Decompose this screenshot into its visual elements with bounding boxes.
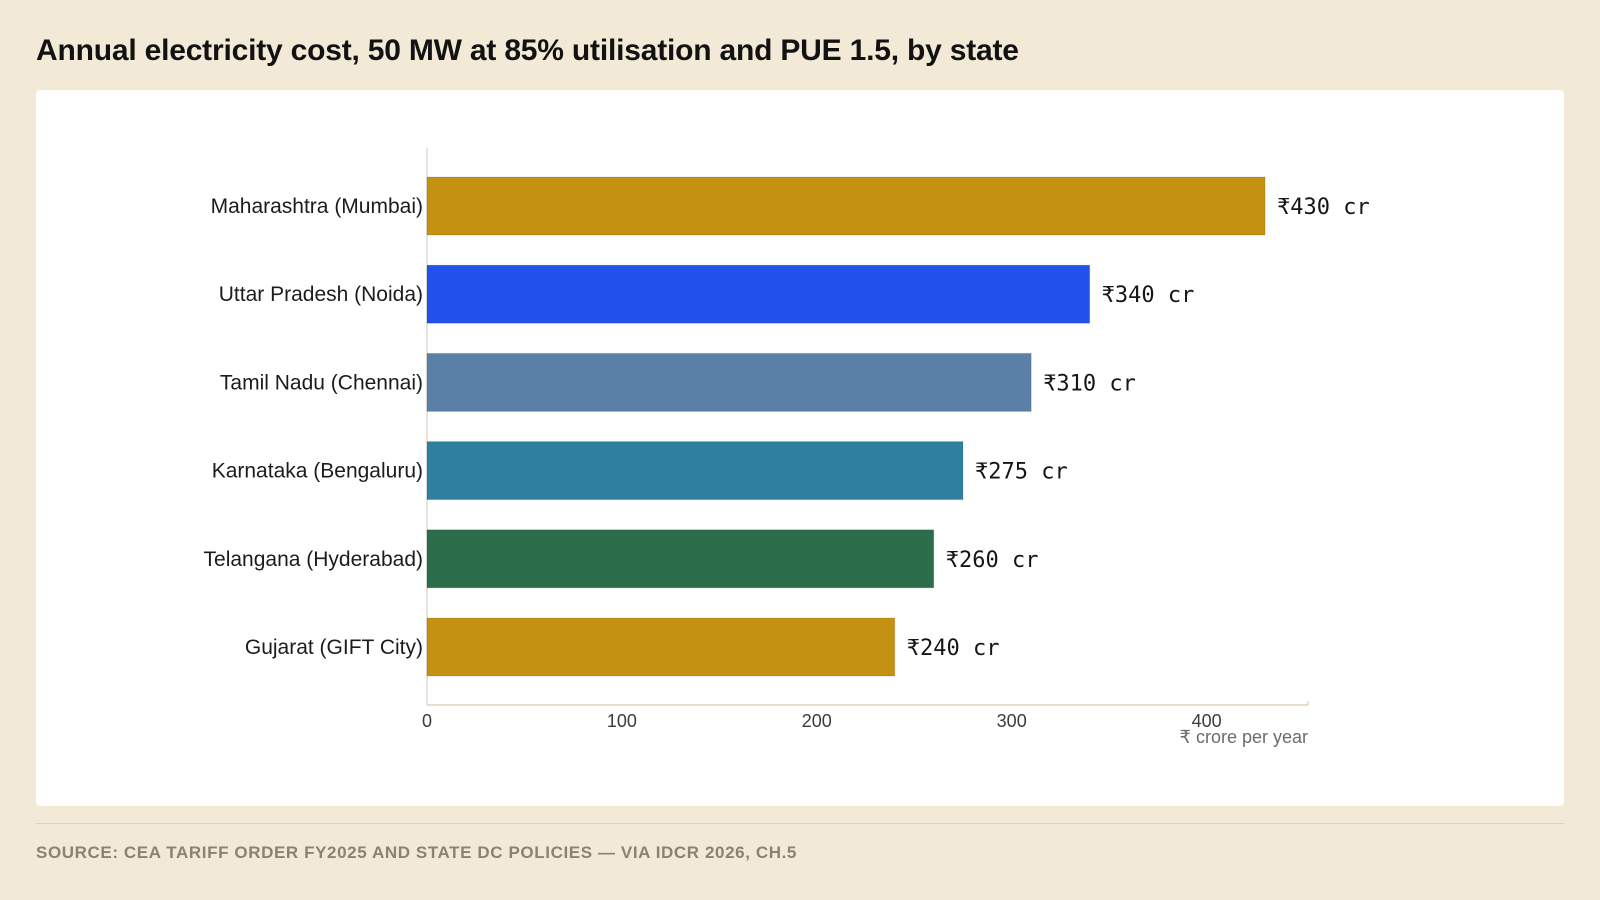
bar: [426, 264, 1091, 324]
bar-chart: Maharashtra (Mumbai) ₹430 cr Uttar Pradesh…: [204, 148, 1370, 747]
x-tick-label: 300: [997, 711, 1027, 731]
value-label: ₹275 cr: [975, 460, 1068, 485]
value-label: ₹310 cr: [1043, 371, 1136, 396]
category-label: Gujarat (GIFT City): [245, 636, 423, 659]
category-label: Karnataka (Bengaluru): [212, 460, 423, 483]
category-label: Tamil Nadu (Chennai): [220, 371, 423, 394]
x-tick-label: 400: [1192, 711, 1222, 731]
footer-divider: [36, 823, 1564, 824]
value-label: ₹340 cr: [1102, 283, 1195, 308]
bar: [426, 529, 935, 589]
bar: [426, 441, 964, 501]
category-label: Uttar Pradesh (Noida): [219, 283, 423, 306]
source-note: SOURCE: CEA TARIFF ORDER FY2025 AND STAT…: [36, 843, 797, 862]
x-tick-label: 200: [802, 711, 832, 731]
value-label: ₹240 cr: [907, 636, 1000, 661]
value-label: ₹260 cr: [946, 548, 1039, 573]
value-label: ₹430 cr: [1277, 195, 1370, 220]
x-tick-label: 0: [422, 711, 432, 731]
bar: [426, 617, 896, 677]
chart-title: Annual electricity cost, 50 MW at 85% ut…: [36, 34, 1019, 67]
category-label: Maharashtra (Mumbai): [211, 195, 423, 218]
x-axis-label: ₹ crore per year: [1180, 727, 1309, 747]
chart-panel: Maharashtra (Mumbai) ₹430 cr Uttar Pradesh…: [36, 90, 1564, 806]
bar: [426, 176, 1266, 236]
category-label: Telangana (Hyderabad): [204, 548, 423, 571]
bar: [426, 352, 1032, 412]
x-tick-label: 100: [607, 711, 637, 731]
